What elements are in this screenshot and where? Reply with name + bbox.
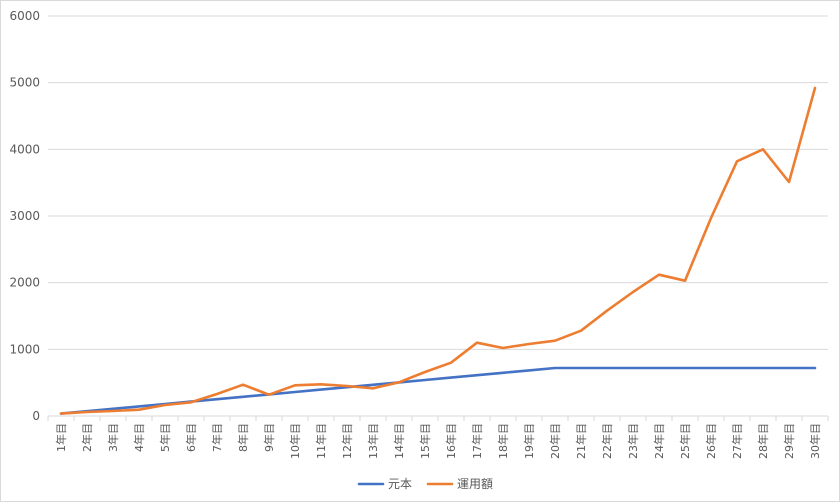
x-tick-label: 26年目 (704, 423, 718, 459)
x-tick-label: 21年目 (574, 423, 588, 459)
x-tick-label: 8年目 (236, 423, 250, 452)
x-tick-label: 3年目 (106, 423, 120, 452)
y-axis-ticks: 0 1000 2000 3000 4000 5000 6000 (9, 9, 40, 423)
x-tick-label: 28年目 (756, 423, 770, 459)
x-axis-ticks: 1年目 2年目 3年目 4年目 5年目 6年目 7年目 8年目 9年目 10年目 11年目 12年目 1… (47, 416, 829, 459)
y-tick-label: 4000 (9, 142, 40, 156)
x-tick-label: 25年目 (678, 423, 692, 459)
x-tick-label: 6年目 (184, 423, 198, 452)
x-tick-label: 13年目 (366, 423, 380, 459)
series-lines (59, 86, 817, 415)
x-tick-label: 22年目 (600, 423, 614, 459)
legend-label: 元本 (388, 477, 412, 491)
series-line (59, 86, 817, 415)
x-tick-label: 11年目 (314, 423, 328, 459)
x-tick-label: 24年目 (652, 423, 666, 459)
x-tick-label: 23年目 (626, 423, 640, 459)
x-tick-label: 14年目 (392, 423, 406, 459)
y-tick-label: 1000 (9, 342, 40, 356)
gridlines (48, 15, 828, 417)
x-tick-label: 18年目 (496, 423, 510, 459)
x-tick-label: 2年目 (80, 423, 94, 452)
x-tick-label: 29年目 (782, 423, 796, 459)
x-tick-label: 15年目 (418, 423, 432, 459)
x-tick-label: 20年目 (548, 423, 562, 459)
legend: 元本 運用額 (357, 477, 493, 491)
y-tick-label: 3000 (9, 209, 40, 223)
legend-label: 運用額 (457, 477, 493, 491)
x-tick-label: 12年目 (340, 423, 354, 459)
x-tick-label: 17年目 (470, 423, 484, 459)
x-tick-label: 27年目 (730, 423, 744, 459)
x-tick-label: 10年目 (288, 423, 302, 459)
y-tick-label: 2000 (9, 276, 40, 290)
y-tick-label: 5000 (9, 76, 40, 90)
x-tick-label: 16年目 (444, 423, 458, 459)
x-tick-label: 7年目 (210, 423, 224, 452)
x-tick-label: 30年目 (808, 423, 822, 459)
x-tick-label: 1年目 (54, 423, 68, 452)
y-tick-label: 0 (32, 409, 40, 423)
x-tick-label: 4年目 (132, 423, 146, 452)
x-tick-label: 5年目 (158, 423, 172, 452)
x-tick-label: 19年目 (522, 423, 536, 459)
x-tick-label: 9年目 (262, 423, 276, 452)
y-tick-label: 6000 (9, 9, 40, 23)
series-line (59, 366, 817, 415)
